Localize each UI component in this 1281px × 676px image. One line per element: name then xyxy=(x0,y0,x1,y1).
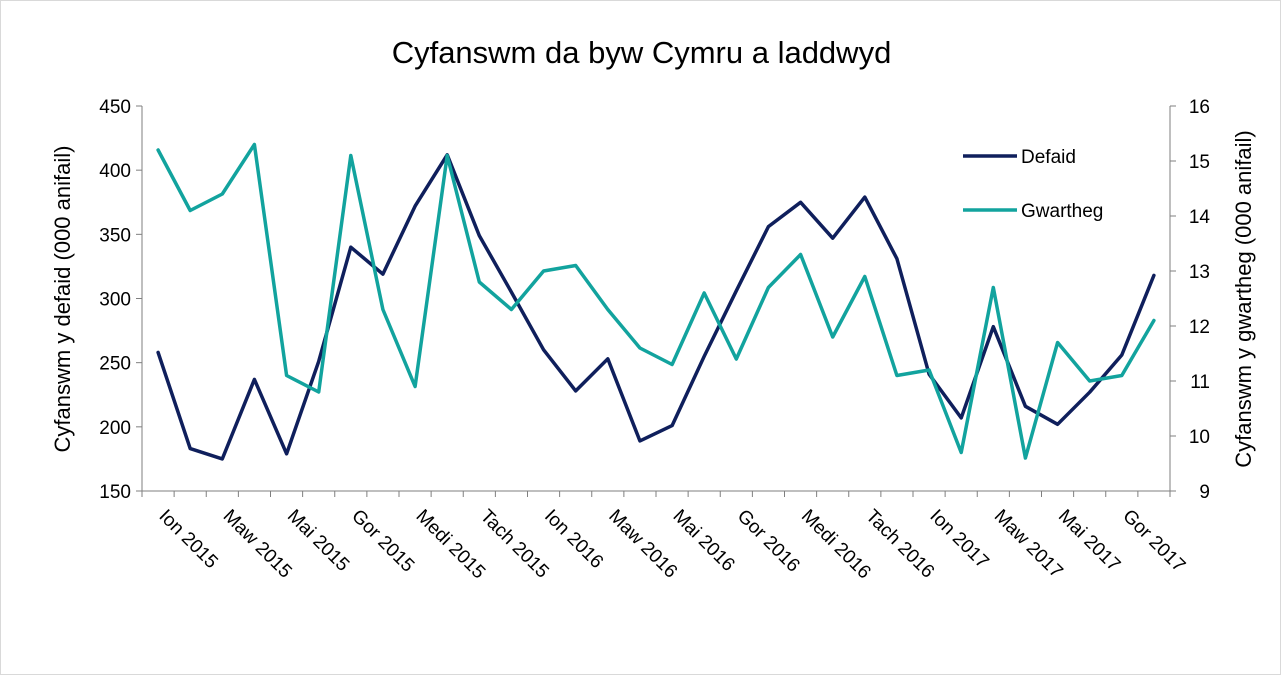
y-right-tick-label: 16 xyxy=(1189,97,1210,118)
series-line-defaid xyxy=(156,153,1156,461)
y-left-tick-label: 200 xyxy=(99,418,131,439)
x-tick-label: Ion 2017 xyxy=(926,506,993,573)
x-tick-label: Medi 2016 xyxy=(797,506,875,584)
y-left-tick-label: 250 xyxy=(99,354,131,375)
x-tick-label: Gor 2016 xyxy=(733,506,804,577)
y-axis-left-label: Cyfanswm y defaid (000 anifail) xyxy=(50,146,75,453)
y-right-tick-label: 15 xyxy=(1189,152,1210,173)
legend-label-gwartheg: Gwartheg xyxy=(1021,201,1103,222)
y-left-tick-label: 450 xyxy=(99,97,131,118)
y-left-tick-label: 400 xyxy=(99,161,131,182)
y-left-tick-label: 150 xyxy=(99,482,131,503)
x-tick-label: Tach 2015 xyxy=(476,506,553,583)
y-left-tick-label: 300 xyxy=(99,290,131,311)
x-tick-label: Medi 2015 xyxy=(412,506,490,584)
chart-title: Cyfanswm da byw Cymru a laddwyd xyxy=(391,35,892,70)
x-tick-label: Maw 2017 xyxy=(990,506,1067,583)
x-tick-label: Ion 2016 xyxy=(540,506,607,573)
y-axis-right-label: Cyfanswm y gwartheg (000 anifail) xyxy=(1231,130,1256,467)
axes: 150 200 250 300 350 400 450 9 10 11 12 13 14 15 16 Ion … xyxy=(99,97,1210,583)
x-tick-label: Maw 2016 xyxy=(604,506,681,583)
legend: Defaid Gwartheg xyxy=(963,147,1103,222)
x-tick-label: Maw 2015 xyxy=(219,506,296,583)
x-tick-label: Tach 2016 xyxy=(861,506,938,583)
y-right-tick-label: 13 xyxy=(1189,262,1210,283)
x-tick-label: Gor 2015 xyxy=(347,506,418,577)
series-lines xyxy=(156,142,1156,461)
y-left-tick-label: 350 xyxy=(99,225,131,246)
y-right-tick-label: 9 xyxy=(1199,482,1210,503)
series-line-gwartheg xyxy=(156,142,1156,460)
x-tick-label: Gor 2017 xyxy=(1118,506,1189,577)
y-right-tick-label: 12 xyxy=(1189,317,1210,338)
y-right-tick-label: 10 xyxy=(1189,427,1210,448)
x-tick-label: Ion 2015 xyxy=(155,506,222,573)
y-right-tick-label: 11 xyxy=(1190,372,1210,393)
legend-label-defaid: Defaid xyxy=(1021,147,1076,168)
y-right-tick-label: 14 xyxy=(1189,207,1211,228)
